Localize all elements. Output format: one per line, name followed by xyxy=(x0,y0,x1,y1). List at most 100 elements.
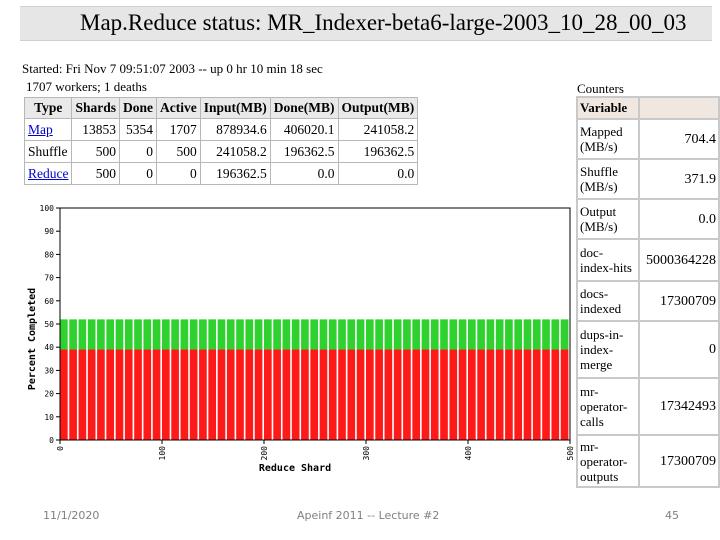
bar-in-progress xyxy=(171,319,179,350)
bar-in-progress xyxy=(532,319,541,350)
table-cell: 0.0 xyxy=(338,163,418,184)
table-cell: 500 xyxy=(157,141,200,162)
x-tick-label: 0 xyxy=(56,446,65,451)
bar-in-progress xyxy=(356,319,365,350)
y-tick-label: 40 xyxy=(44,343,54,352)
bar-in-progress xyxy=(87,319,96,350)
bar-in-progress xyxy=(328,319,337,350)
y-tick-label: 30 xyxy=(44,366,54,375)
counter-value: 0.0 xyxy=(640,200,718,238)
counter-name: docs-indexed xyxy=(578,282,638,320)
bar-completed xyxy=(199,349,207,440)
y-tick-label: 20 xyxy=(44,390,54,399)
y-tick-label: 90 xyxy=(44,227,54,236)
counter-value: 17342493 xyxy=(640,379,718,434)
bar-completed xyxy=(60,349,68,440)
table-cell: 13853 xyxy=(72,119,120,140)
table-cell: 241058.2 xyxy=(338,119,418,140)
bar-completed xyxy=(375,349,383,440)
bar-completed xyxy=(189,349,198,440)
page-title: Map.Reduce status: MR_Indexer-beta6-larg… xyxy=(80,10,687,35)
bar-in-progress xyxy=(560,319,569,350)
bar-in-progress xyxy=(78,319,87,350)
bar-in-progress xyxy=(542,319,550,350)
bar-in-progress xyxy=(152,319,161,350)
bar-completed xyxy=(403,349,411,440)
bar-completed xyxy=(226,349,235,440)
y-tick-label: 80 xyxy=(44,250,54,259)
counter-value: 704.4 xyxy=(640,120,718,158)
counter-row: docs-indexed 17300709 xyxy=(578,282,718,320)
table-cell: 5354 xyxy=(120,119,157,140)
bar-completed xyxy=(393,349,402,440)
column-header: Done xyxy=(120,98,157,118)
started-status: Started: Fri Nov 7 09:51:07 2003 -- up 0… xyxy=(22,61,323,76)
bar-in-progress xyxy=(69,319,77,350)
bar-completed xyxy=(542,349,550,440)
counters-title: Counters xyxy=(577,81,624,96)
bar-in-progress xyxy=(310,319,319,350)
y-tick-label: 100 xyxy=(40,204,55,213)
bar-in-progress xyxy=(217,319,226,350)
bar-completed xyxy=(514,349,523,440)
x-tick-label: 400 xyxy=(464,446,473,461)
bar-in-progress xyxy=(301,319,309,350)
bar-in-progress xyxy=(347,319,356,350)
bar-in-progress xyxy=(375,319,383,350)
bar-completed xyxy=(458,349,467,440)
table-cell: 406020.1 xyxy=(270,119,338,140)
bar-completed xyxy=(106,349,115,440)
bar-completed xyxy=(551,349,560,440)
counter-value: 0 xyxy=(640,322,718,377)
bar-completed xyxy=(208,349,217,440)
bar-in-progress xyxy=(468,319,476,350)
bar-completed xyxy=(440,349,448,440)
bar-in-progress xyxy=(115,319,124,350)
bar-in-progress xyxy=(477,319,485,350)
bar-completed xyxy=(97,349,105,440)
bar-completed xyxy=(87,349,96,440)
bar-completed xyxy=(152,349,161,440)
counter-name: mr-operator-outputs xyxy=(578,436,638,486)
counter-row: mr-operator-calls 17342493 xyxy=(578,379,718,434)
counter-name: doc-index-hits xyxy=(578,240,638,280)
map-phase-link[interactable]: Map xyxy=(28,121,53,137)
counter-row: Output (MB/s) 0.0 xyxy=(578,200,718,238)
y-tick-label: 50 xyxy=(44,320,54,329)
bar-in-progress xyxy=(393,319,402,350)
bar-in-progress xyxy=(319,319,328,350)
y-tick-label: 60 xyxy=(44,297,54,306)
table-row: Map 13853 5354 1707 878934.6 406020.1 24… xyxy=(25,119,418,140)
bar-completed xyxy=(328,349,337,440)
x-tick-label: 300 xyxy=(362,446,371,461)
y-tick-label: 10 xyxy=(44,413,54,422)
counter-name: dups-in-index-merge xyxy=(578,322,638,377)
bar-in-progress xyxy=(523,319,532,350)
counter-value: 5000364228 xyxy=(640,240,718,280)
counter-row: Mapped (MB/s) 704.4 xyxy=(578,120,718,158)
reduce-phase-link[interactable]: Reduce xyxy=(28,165,69,181)
table-cell: 196362.5 xyxy=(270,141,338,162)
bar-in-progress xyxy=(338,319,346,350)
bar-in-progress xyxy=(551,319,560,350)
bar-completed xyxy=(124,349,133,440)
table-cell: Shuffle xyxy=(25,141,72,162)
table-cell: 0 xyxy=(120,141,157,162)
bar-in-progress xyxy=(254,319,263,350)
counter-name: Mapped (MB/s) xyxy=(578,120,638,158)
bar-completed xyxy=(245,349,254,440)
bar-in-progress xyxy=(226,319,235,350)
counter-value: 17300709 xyxy=(640,282,718,320)
bar-in-progress xyxy=(440,319,448,350)
bar-completed xyxy=(162,349,170,440)
bar-in-progress xyxy=(162,319,170,350)
bar-completed xyxy=(273,349,281,440)
column-header: Done(MB) xyxy=(270,98,338,118)
column-header: Type xyxy=(25,98,72,118)
bar-completed xyxy=(384,349,393,440)
bar-in-progress xyxy=(134,319,142,350)
bar-in-progress xyxy=(97,319,105,350)
bar-completed xyxy=(505,349,513,440)
bar-in-progress xyxy=(273,319,281,350)
bar-in-progress xyxy=(282,319,291,350)
